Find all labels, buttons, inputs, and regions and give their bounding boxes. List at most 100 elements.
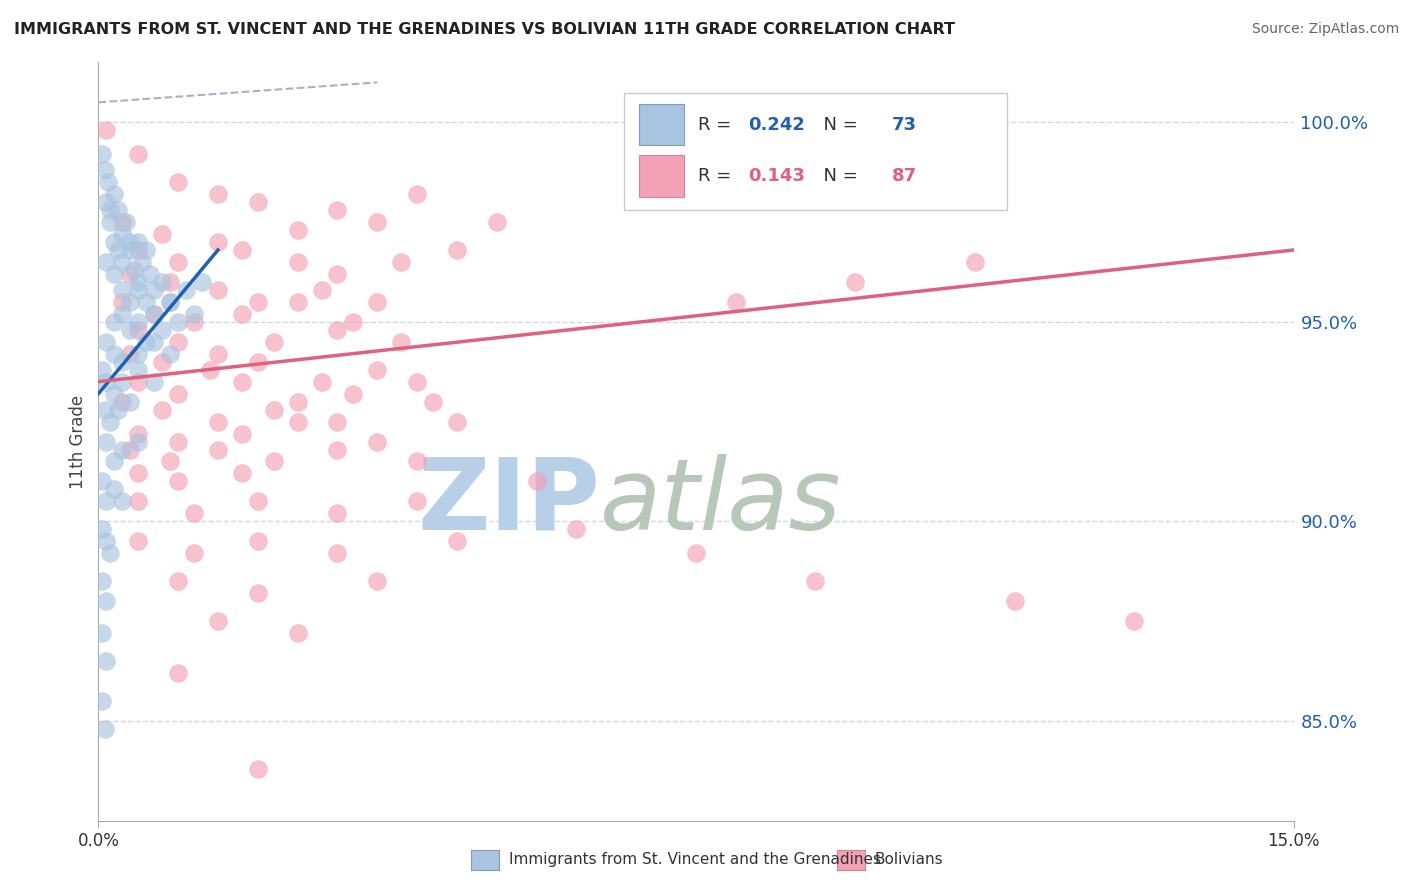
Point bbox=[103, 347, 125, 361]
Text: N =: N = bbox=[811, 167, 863, 186]
Point bbox=[311, 283, 333, 297]
Point bbox=[287, 294, 309, 309]
Point bbox=[143, 307, 166, 321]
Point bbox=[326, 203, 349, 218]
Point bbox=[565, 522, 588, 536]
Point bbox=[103, 187, 125, 202]
Text: IMMIGRANTS FROM ST. VINCENT AND THE GRENADINES VS BOLIVIAN 11TH GRADE CORRELATIO: IMMIGRANTS FROM ST. VINCENT AND THE GREN… bbox=[14, 22, 955, 37]
Text: Immigrants from St. Vincent and the Grenadines: Immigrants from St. Vincent and the Gren… bbox=[509, 853, 882, 867]
Point bbox=[98, 546, 122, 560]
Point bbox=[246, 534, 269, 549]
Point bbox=[844, 275, 866, 289]
Point bbox=[167, 315, 190, 329]
Point bbox=[326, 267, 349, 281]
Point bbox=[120, 347, 142, 361]
Point bbox=[103, 386, 125, 401]
Point bbox=[183, 315, 205, 329]
Point bbox=[135, 334, 157, 349]
Point bbox=[91, 574, 114, 589]
Text: Bolivians: Bolivians bbox=[875, 853, 943, 867]
Point bbox=[150, 402, 173, 417]
Point bbox=[135, 243, 157, 257]
Point bbox=[1123, 614, 1146, 628]
Point bbox=[685, 546, 707, 560]
Point bbox=[263, 402, 285, 417]
Point bbox=[127, 283, 149, 297]
Point bbox=[120, 267, 142, 281]
Point bbox=[326, 415, 349, 429]
Point bbox=[159, 347, 181, 361]
Point bbox=[103, 315, 125, 329]
Point bbox=[167, 175, 190, 189]
Text: 73: 73 bbox=[891, 116, 917, 134]
Point bbox=[127, 434, 149, 449]
Point bbox=[96, 255, 118, 269]
Point bbox=[326, 507, 349, 521]
Point bbox=[111, 355, 134, 369]
Point bbox=[127, 243, 149, 257]
Point bbox=[406, 375, 429, 389]
Point bbox=[389, 334, 412, 349]
Point bbox=[311, 375, 333, 389]
Text: 0.143: 0.143 bbox=[748, 167, 806, 186]
Point bbox=[207, 235, 229, 249]
Point bbox=[167, 434, 190, 449]
Point bbox=[120, 323, 142, 337]
Point bbox=[111, 255, 134, 269]
Point bbox=[342, 386, 364, 401]
Point bbox=[326, 546, 349, 560]
Point bbox=[159, 454, 181, 468]
Point bbox=[111, 442, 134, 457]
Point bbox=[1004, 594, 1026, 608]
Point bbox=[127, 323, 149, 337]
Point bbox=[287, 255, 309, 269]
Point bbox=[167, 574, 190, 589]
Point bbox=[287, 415, 309, 429]
Point bbox=[96, 654, 118, 668]
Point bbox=[127, 534, 149, 549]
Point bbox=[963, 255, 986, 269]
Point bbox=[246, 494, 269, 508]
Point bbox=[246, 355, 269, 369]
Point bbox=[198, 362, 221, 376]
Point bbox=[159, 294, 181, 309]
Text: R =: R = bbox=[699, 167, 737, 186]
Point bbox=[103, 235, 125, 249]
Point bbox=[446, 415, 468, 429]
Point bbox=[231, 243, 253, 257]
Point bbox=[127, 147, 149, 161]
Point bbox=[207, 415, 229, 429]
Text: R =: R = bbox=[699, 116, 737, 134]
FancyBboxPatch shape bbox=[638, 103, 685, 145]
Point bbox=[207, 187, 229, 202]
Point bbox=[96, 375, 118, 389]
Point bbox=[406, 494, 429, 508]
Point bbox=[366, 434, 388, 449]
Point bbox=[167, 386, 190, 401]
Point bbox=[127, 467, 149, 481]
Point bbox=[120, 442, 142, 457]
Point bbox=[120, 394, 142, 409]
Point bbox=[174, 283, 197, 297]
Point bbox=[91, 694, 114, 708]
Point bbox=[406, 454, 429, 468]
Point bbox=[366, 215, 388, 229]
Point bbox=[246, 586, 269, 600]
Point bbox=[96, 123, 118, 137]
Point bbox=[107, 402, 129, 417]
Point bbox=[366, 574, 388, 589]
Point bbox=[143, 283, 166, 297]
Point bbox=[127, 375, 149, 389]
Point bbox=[366, 294, 388, 309]
Point bbox=[246, 762, 269, 776]
Point bbox=[127, 315, 149, 329]
Point bbox=[231, 307, 253, 321]
Point bbox=[446, 243, 468, 257]
Point bbox=[231, 375, 253, 389]
Point bbox=[127, 275, 149, 289]
Point bbox=[131, 255, 153, 269]
FancyBboxPatch shape bbox=[638, 155, 685, 197]
Point bbox=[159, 275, 181, 289]
Point bbox=[97, 175, 120, 189]
Point bbox=[91, 626, 114, 640]
